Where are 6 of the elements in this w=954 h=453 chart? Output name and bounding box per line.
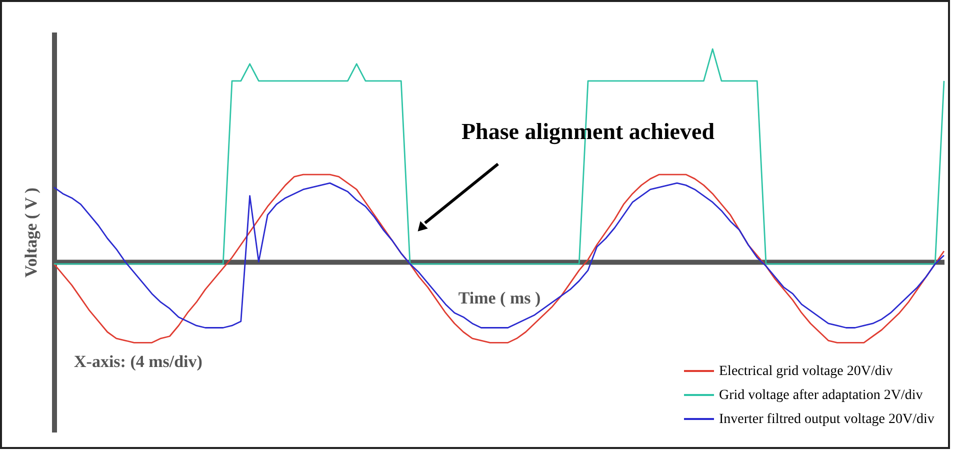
text: X-axis: (4 ms/div) xyxy=(74,352,202,371)
y-axis-title: Voltage ( V ) xyxy=(22,188,40,278)
legend-label: Inverter filtred output voltage 20V/div xyxy=(719,412,934,427)
legend-label: Electrical grid voltage 20V/div xyxy=(719,364,893,379)
x-axis-title: Time ( ms ) xyxy=(458,288,541,308)
legend-label: Grid voltage after adaptation 2V/div xyxy=(719,388,923,403)
